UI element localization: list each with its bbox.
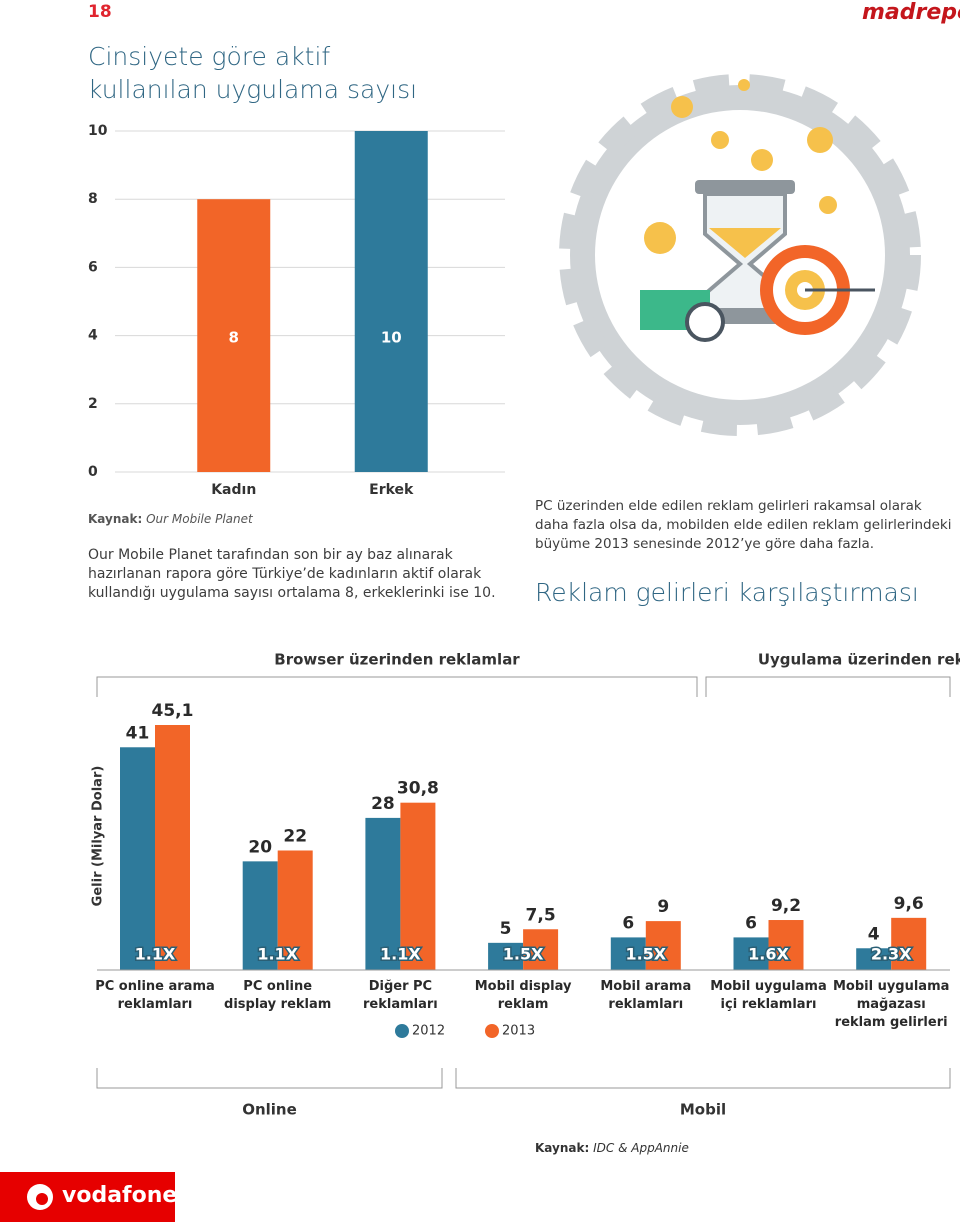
source-text: IDC & AppAnnie bbox=[593, 1141, 689, 1155]
legend-swatch bbox=[395, 1024, 409, 1038]
bar bbox=[354, 131, 428, 472]
x-tick-label: Diğer PC reklamları bbox=[363, 979, 438, 1012]
growth-label: 2.3X bbox=[871, 945, 912, 964]
bar bbox=[155, 725, 190, 970]
x-tick-label: Mobil uygulama içi reklamları bbox=[710, 979, 827, 1012]
growth-label: 1.5X bbox=[625, 945, 666, 964]
source: Kaynak: Our Mobile Planet bbox=[88, 512, 253, 526]
legend-label: 2013 bbox=[502, 1024, 535, 1039]
value-label: 4 bbox=[868, 924, 880, 944]
group-bracket bbox=[96, 676, 698, 697]
x-tick-label: Mobil arama reklamları bbox=[600, 979, 692, 1012]
value-label: 6 bbox=[745, 913, 757, 933]
legend-label: 2012 bbox=[412, 1024, 445, 1039]
source: Kaynak: IDC & AppAnnie bbox=[535, 1141, 689, 1155]
y-tick-label: 4 bbox=[88, 328, 98, 344]
value-label: 28 bbox=[371, 794, 395, 814]
footer-logo-inner bbox=[36, 1193, 48, 1205]
x-tick-label: PC online display reklam bbox=[224, 979, 332, 1012]
group-bracket bbox=[455, 1068, 951, 1089]
x-tick-label: Mobil uygulama mağazası reklam gelirleri bbox=[832, 979, 950, 1030]
chart-title: Reklam gelirleri karşılaştırması bbox=[535, 578, 919, 607]
value-label: 9,2 bbox=[771, 896, 801, 916]
chart-title: Cinsiyete göre aktif kullanılan uygulama… bbox=[88, 42, 418, 104]
bar bbox=[242, 861, 278, 970]
legend-swatch bbox=[485, 1024, 499, 1038]
source-label: Kaynak: bbox=[88, 512, 143, 526]
y-tick-label: 0 bbox=[88, 464, 98, 480]
paragraph: PC üzerinden elde edilen reklam gelirler… bbox=[535, 498, 952, 552]
page-number: 18 bbox=[88, 2, 112, 22]
brand-logo: madreport bbox=[862, 0, 960, 25]
value-label: 10 bbox=[381, 329, 402, 347]
y-tick-label: 10 bbox=[88, 123, 108, 139]
bar bbox=[856, 948, 892, 970]
x-tick-label: Kadın bbox=[211, 482, 256, 498]
value-label: 9 bbox=[657, 897, 669, 917]
bar bbox=[488, 942, 524, 970]
y-tick-label: 6 bbox=[88, 259, 98, 275]
bar bbox=[197, 199, 271, 472]
x-tick-label: Erkek bbox=[369, 482, 414, 498]
growth-label: 1.1X bbox=[380, 945, 421, 964]
x-tick-label: PC online arama reklamları bbox=[95, 979, 215, 1012]
group-bracket bbox=[96, 1068, 443, 1089]
group-label: Mobil bbox=[680, 1101, 726, 1119]
value-label: 9,6 bbox=[894, 894, 924, 914]
y-axis-label: Gelir (Milyar Dolar) bbox=[91, 766, 106, 907]
growth-label: 1.1X bbox=[135, 945, 176, 964]
growth-label: 1.6X bbox=[748, 945, 789, 964]
y-tick-label: 2 bbox=[88, 396, 98, 412]
bar bbox=[768, 920, 804, 970]
source-label: Kaynak: bbox=[535, 1141, 590, 1155]
value-label: 30,8 bbox=[397, 779, 439, 799]
value-label: 6 bbox=[622, 913, 634, 933]
value-label: 8 bbox=[229, 329, 239, 347]
illustration bbox=[559, 74, 921, 436]
group-bracket bbox=[705, 676, 951, 697]
footer-brand: vodafone bbox=[62, 1183, 178, 1208]
bar bbox=[120, 747, 155, 970]
bar bbox=[365, 817, 401, 970]
bar bbox=[610, 937, 646, 970]
value-label: 5 bbox=[500, 919, 512, 939]
value-label: 7,5 bbox=[526, 905, 556, 925]
bar bbox=[523, 929, 559, 970]
bar bbox=[891, 917, 927, 970]
bar bbox=[645, 921, 681, 970]
growth-label: 1.1X bbox=[257, 945, 298, 964]
paragraph: Our Mobile Planet tarafından son bir ay … bbox=[88, 547, 496, 601]
group-label: Browser üzerinden reklamlar bbox=[274, 651, 520, 669]
bar bbox=[277, 850, 313, 970]
bar bbox=[733, 937, 769, 970]
growth-label: 1.5X bbox=[503, 945, 544, 964]
bar bbox=[400, 802, 436, 970]
value-label: 45,1 bbox=[152, 701, 194, 721]
value-label: 41 bbox=[126, 723, 150, 743]
group-label: Online bbox=[242, 1101, 297, 1119]
y-tick-label: 8 bbox=[88, 191, 98, 207]
group-label: Uygulama üzerinden reklamlar bbox=[758, 651, 960, 669]
value-label: 20 bbox=[248, 837, 272, 857]
value-label: 22 bbox=[283, 826, 307, 846]
source-text: Our Mobile Planet bbox=[146, 512, 253, 526]
x-tick-label: Mobil display reklam bbox=[474, 979, 572, 1012]
